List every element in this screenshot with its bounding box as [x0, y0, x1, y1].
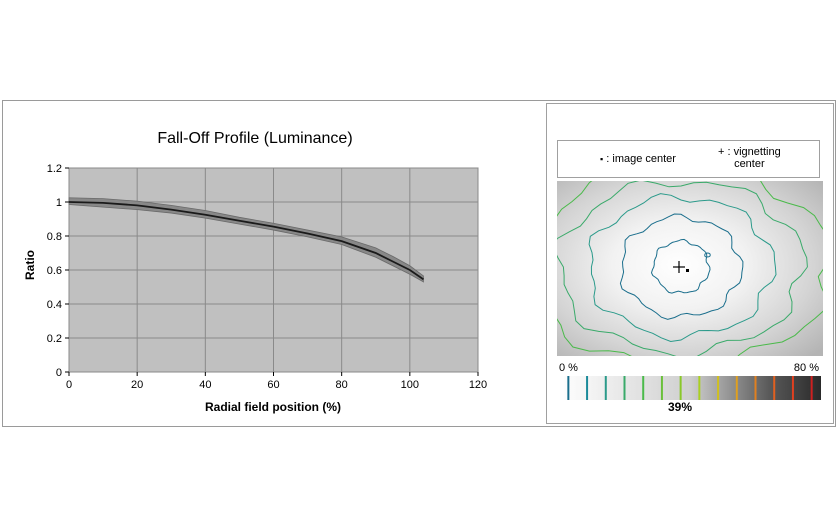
x-tick-label: 100	[401, 379, 419, 391]
x-tick-label: 120	[469, 379, 487, 391]
contour-island	[704, 252, 711, 258]
vignetting-center-marker-icon	[673, 261, 685, 273]
y-axis-label: Ratio	[23, 250, 37, 280]
y-tick-label: 0.6	[47, 265, 62, 277]
x-tick-label: 60	[267, 379, 279, 391]
scale-min-label: 0 %	[559, 362, 578, 374]
x-tick-label: 40	[199, 379, 211, 391]
contour-line	[557, 181, 808, 356]
vignetting-map	[557, 181, 823, 356]
x-axis-label: Radial field position (%)	[205, 400, 341, 414]
map-background	[557, 181, 823, 356]
vignetting-label-line1: : vignetting	[727, 146, 781, 158]
y-tick-label: 0.8	[47, 231, 62, 243]
series-mean-line	[68, 201, 424, 281]
y-tick-label: 0	[56, 367, 62, 379]
x-tick-label: 80	[336, 379, 348, 391]
figure-frame	[2, 100, 836, 427]
falloff-value: 39%	[667, 400, 693, 414]
legend-image-center: ▪ : image center	[600, 153, 676, 165]
y-tick-label: 1	[56, 197, 62, 209]
falloff-chart: Fall-Off Profile (Luminance) 0 20 40 60 80 10…	[23, 130, 487, 414]
legend-vignetting-center: + : vignetting center	[718, 146, 781, 170]
x-tick-label: 0	[66, 379, 72, 391]
contour-line	[588, 193, 777, 343]
falloff-scale: 0 % 80 %	[559, 362, 821, 400]
image-center-label: : image center	[606, 153, 676, 165]
scale-max-label: 80 %	[794, 362, 819, 374]
y-tick-label: 0.2	[47, 333, 62, 345]
vignetting-marker-icon: +	[718, 146, 725, 158]
image-center-marker-icon	[686, 269, 689, 272]
vignetting-panel: ▪ : image center + : vignetting center	[546, 103, 834, 424]
chart-title: Fall-Off Profile (Luminance)	[157, 130, 352, 147]
contour-line	[557, 181, 823, 356]
x-tick-label: 20	[131, 379, 143, 391]
contour-line	[650, 238, 711, 294]
y-tick-label: 1.2	[47, 163, 62, 175]
contour-line	[619, 213, 744, 320]
y-tick-label: 0.4	[47, 299, 62, 311]
image-center-marker-icon: ▪	[600, 154, 604, 164]
series-spread-band	[68, 197, 424, 283]
vignetting-label-line2: center	[734, 158, 765, 170]
scale-bar	[559, 376, 821, 400]
map-legend: ▪ : image center + : vignetting center	[557, 140, 820, 178]
